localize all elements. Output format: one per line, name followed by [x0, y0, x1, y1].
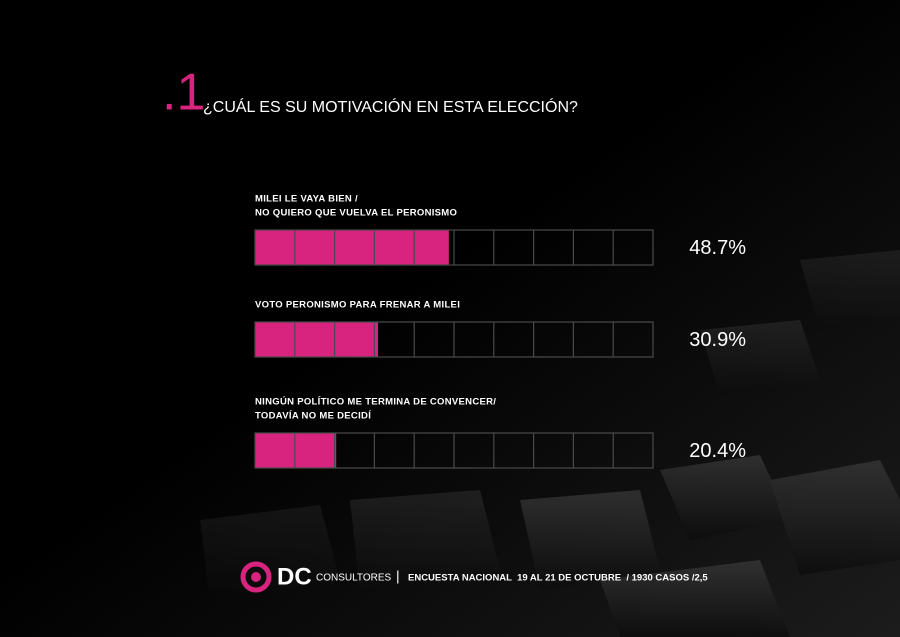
category-label: TODAVÍA NO ME DECIDÍ: [255, 411, 371, 422]
title-number: .1: [162, 64, 205, 122]
bar: [255, 433, 337, 468]
category-label: NINGÚN POLÍTICO ME TERMINA DE CONVENCER/: [255, 396, 496, 408]
source: ENCUESTA NACIONAL 19 AL 21 DE OCTUBRE / …: [408, 573, 708, 584]
category-label: NO QUIERO QUE VUELVA EL PERONISMO: [255, 208, 457, 219]
brand-sub: CONSULTORES: [316, 573, 392, 584]
category-label: MILEI LE VAYA BIEN /: [255, 194, 358, 205]
chart-title: ¿CUÁL ES SU MOTIVACIÓN EN ESTA ELECCIÓN?: [203, 97, 578, 116]
logo-ring: [240, 561, 272, 593]
category-label: VOTO PERONISMO PARA FRENAR A MILEI: [255, 300, 460, 311]
value-label: 48.7%: [689, 237, 746, 259]
value-label: 30.9%: [689, 329, 746, 351]
brand: DC: [277, 563, 312, 590]
bar: [255, 322, 378, 357]
logo-dot: [251, 572, 261, 582]
bar: [255, 230, 449, 265]
background-cubes: [200, 250, 900, 637]
value-label: 20.4%: [689, 440, 746, 462]
footer: DC CONSULTORES | ENCUESTA NACIONAL 19 AL…: [240, 561, 708, 593]
separator: |: [396, 568, 400, 584]
